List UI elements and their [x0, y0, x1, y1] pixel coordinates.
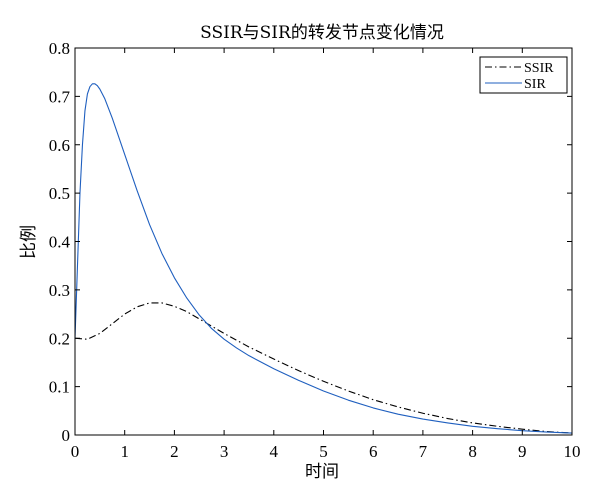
x-axis-label: 时间 [305, 462, 339, 482]
y-tick-label: 0.2 [49, 329, 70, 348]
x-tick-label: 8 [468, 442, 477, 461]
legend-label-sir: SIR [524, 77, 546, 92]
chart-title: SSIR与SIR的转发节点变化情况 [200, 23, 444, 43]
x-tick-label: 6 [369, 442, 378, 461]
y-tick-label: 0.5 [49, 184, 70, 203]
y-tick-label: 0.8 [49, 39, 70, 58]
x-tick-label: 1 [120, 442, 129, 461]
legend-box [479, 56, 568, 94]
plot-background [75, 48, 572, 435]
y-tick-label: 0.3 [49, 281, 70, 300]
legend-label-ssir: SSIR [524, 61, 554, 76]
x-tick-label: 9 [518, 442, 527, 461]
x-tick-label: 2 [170, 442, 179, 461]
y-tick-label: 0.1 [49, 378, 70, 397]
y-tick-label: 0.4 [49, 233, 71, 252]
plot-area: 0 1 2 3 4 5 6 7 8 9 10 0 0.1 0.2 0.3 0.4 0.5 0.6 0.7 0.8 SSI… [49, 39, 581, 461]
x-tick-label: 5 [319, 442, 328, 461]
x-tick-label: 0 [71, 442, 80, 461]
x-tick-label: 4 [270, 442, 279, 461]
x-tick-label: 3 [220, 442, 229, 461]
x-tick-label: 7 [419, 442, 428, 461]
y-tick-label: 0.7 [49, 87, 71, 106]
y-tick-label: 0 [62, 426, 71, 445]
x-tick-label: 10 [564, 442, 581, 461]
series-line-sir [74, 83, 573, 434]
y-tick-label: 0.6 [49, 136, 70, 155]
y-axis-label: 比例 [19, 225, 39, 259]
series-line-ssir [74, 302, 573, 434]
